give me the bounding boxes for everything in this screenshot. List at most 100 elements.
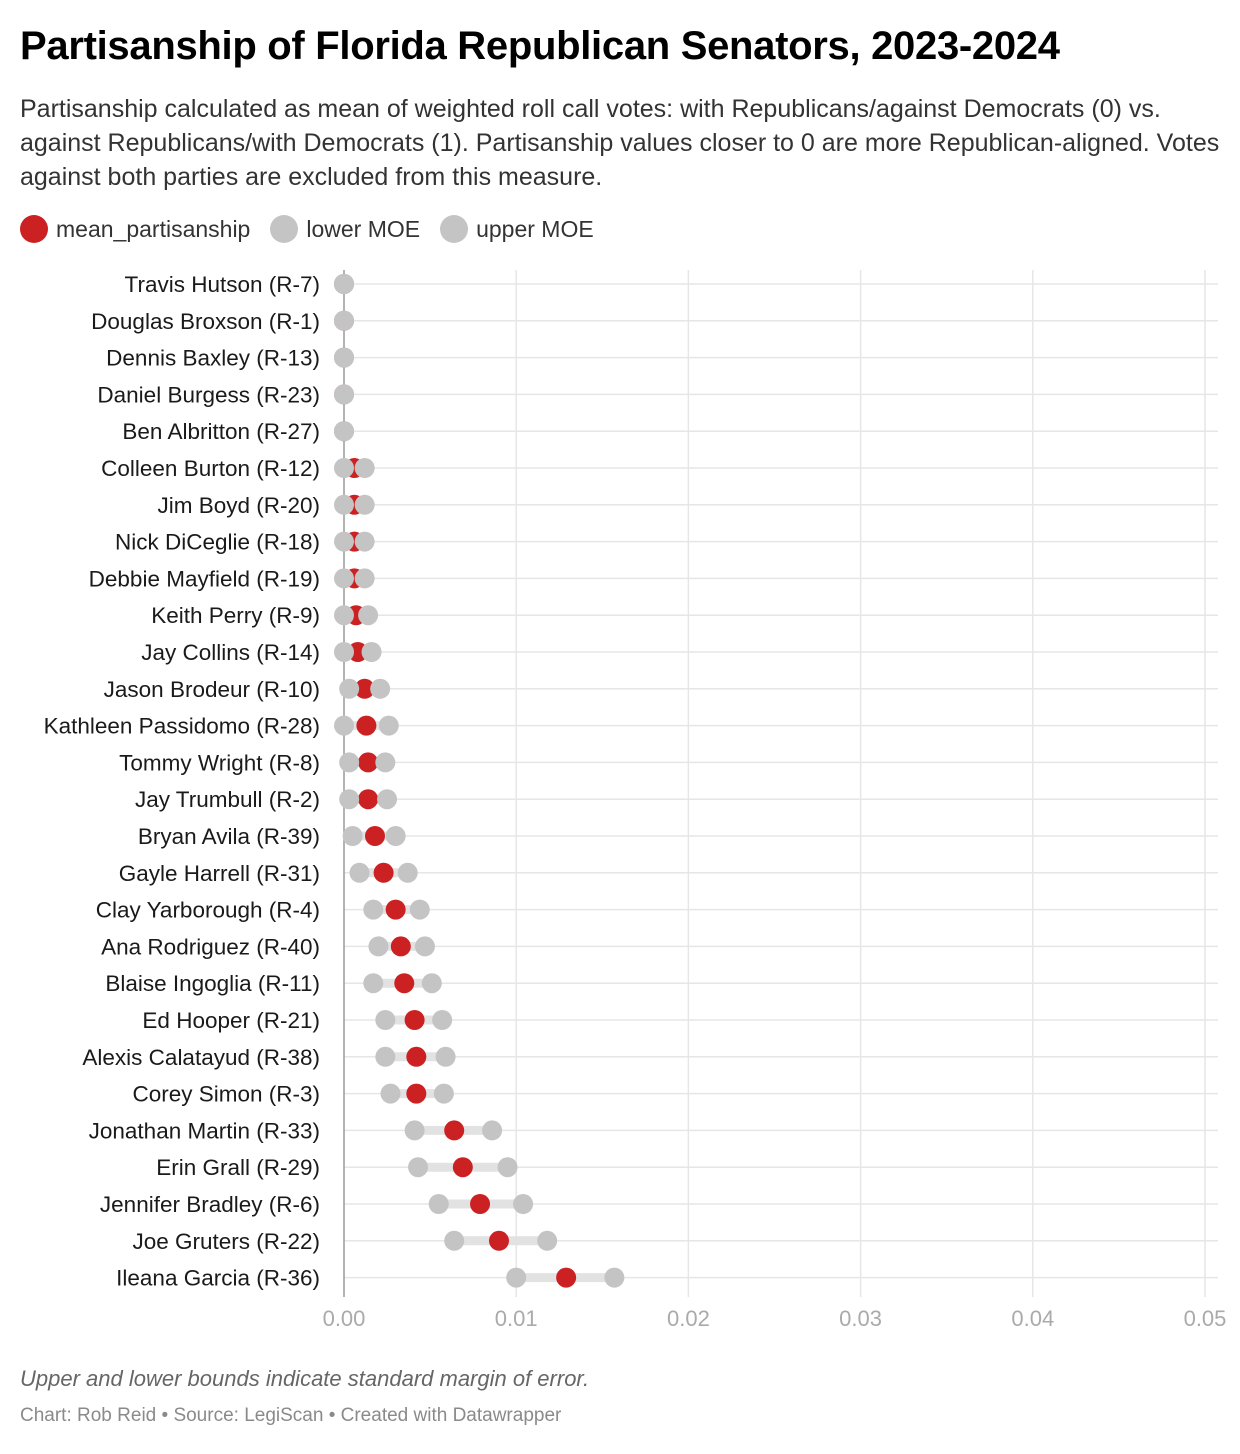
upper-moe-point bbox=[354, 494, 375, 515]
chart-title: Partisanship of Florida Republican Senat… bbox=[20, 24, 1060, 68]
upper-moe-point bbox=[421, 973, 442, 994]
upper-moe-point bbox=[435, 1046, 456, 1067]
lower-moe-point bbox=[375, 1046, 396, 1067]
legend-swatch-upper-moe bbox=[440, 215, 469, 243]
senator-label: Joe Gruters (R-22) bbox=[132, 1229, 320, 1254]
senator-label: Douglas Broxson (R-1) bbox=[91, 309, 320, 334]
upper-moe-point bbox=[397, 862, 418, 883]
lower-moe-point bbox=[334, 494, 354, 515]
upper-moe-point bbox=[513, 1194, 534, 1214]
senator-label: Debbie Mayfield (R-19) bbox=[89, 566, 320, 591]
legend-label-mean: mean_partisanship bbox=[56, 215, 251, 242]
legend-item-upper-moe: upper MOE bbox=[440, 215, 594, 243]
upper-moe-point bbox=[385, 826, 406, 846]
legend-item-lower-moe: lower MOE bbox=[270, 215, 420, 243]
upper-moe-point bbox=[432, 1010, 453, 1030]
senator-label: Blaise Ingoglia (R-11) bbox=[105, 971, 320, 996]
upper-moe-point bbox=[361, 642, 382, 662]
chart-legend: mean_partisanship lower MOE upper MOE bbox=[20, 212, 614, 246]
lower-moe-point bbox=[428, 1194, 449, 1214]
mean-partisanship-point bbox=[406, 1083, 427, 1104]
mean-partisanship-point bbox=[470, 1194, 491, 1214]
mean-partisanship-point bbox=[556, 1267, 577, 1288]
mean-partisanship-point bbox=[373, 862, 394, 883]
upper-moe-point bbox=[370, 678, 391, 699]
x-tick-label: 0.02 bbox=[667, 1306, 710, 1331]
upper-moe-point bbox=[433, 1083, 454, 1104]
senator-label: Jay Trumbull (R-2) bbox=[135, 787, 320, 812]
upper-moe-point bbox=[378, 715, 399, 736]
upper-moe-point bbox=[482, 1120, 503, 1141]
lower-moe-point bbox=[408, 1157, 429, 1178]
lower-moe-point bbox=[339, 752, 360, 773]
senator-label: Jay Collins (R-14) bbox=[141, 640, 320, 665]
legend-swatch-mean bbox=[20, 215, 48, 243]
mean-partisanship-point bbox=[404, 1010, 425, 1030]
lower-moe-point bbox=[339, 678, 360, 699]
senator-label: Keith Perry (R-9) bbox=[151, 603, 320, 628]
senator-label: Tommy Wright (R-8) bbox=[119, 750, 320, 775]
senator-label: Kathleen Passidomo (R-28) bbox=[44, 714, 320, 739]
upper-moe-point bbox=[334, 347, 354, 368]
mean-partisanship-point bbox=[390, 936, 411, 957]
mean-partisanship-point bbox=[347, 642, 368, 662]
lower-moe-point bbox=[334, 642, 354, 662]
lower-moe-point bbox=[506, 1267, 527, 1288]
x-tick-label: 0.04 bbox=[1011, 1306, 1054, 1331]
senator-label: Jason Brodeur (R-10) bbox=[104, 677, 320, 702]
mean-partisanship-point bbox=[406, 1046, 427, 1067]
senator-label: Jonathan Martin (R-33) bbox=[89, 1118, 320, 1143]
x-tick-label: 0.01 bbox=[495, 1306, 538, 1331]
senator-label: Jennifer Bradley (R-6) bbox=[100, 1192, 320, 1217]
upper-moe-point bbox=[334, 274, 354, 294]
mean-partisanship-point bbox=[444, 1120, 465, 1141]
senator-label: Dennis Baxley (R-13) bbox=[106, 346, 320, 371]
mean-partisanship-point bbox=[358, 752, 379, 773]
mean-partisanship-point bbox=[358, 789, 379, 810]
upper-moe-point bbox=[414, 936, 435, 957]
lower-moe-point bbox=[380, 1083, 401, 1104]
mean-partisanship-point bbox=[452, 1157, 473, 1178]
lower-moe-point bbox=[334, 531, 354, 552]
senator-label: Ed Hooper (R-21) bbox=[142, 1008, 320, 1033]
upper-moe-point bbox=[497, 1157, 518, 1178]
lower-moe-point bbox=[334, 605, 354, 626]
mean-partisanship-point bbox=[385, 899, 406, 920]
mean-partisanship-point bbox=[356, 715, 377, 736]
mean-partisanship-point bbox=[354, 678, 375, 699]
senator-label: Daniel Burgess (R-23) bbox=[97, 382, 320, 407]
legend-item-mean: mean_partisanship bbox=[20, 215, 250, 243]
senator-label: Nick DiCeglie (R-18) bbox=[115, 530, 320, 555]
lower-moe-point bbox=[334, 568, 354, 589]
senator-label: Colleen Burton (R-12) bbox=[101, 456, 320, 481]
lower-moe-point bbox=[404, 1120, 425, 1141]
legend-swatch-lower-moe bbox=[270, 215, 299, 243]
upper-moe-point bbox=[604, 1267, 625, 1288]
chart-byline: Chart: Rob Reid • Source: LegiScan • Cre… bbox=[20, 1405, 562, 1426]
senator-label: Corey Simon (R-3) bbox=[132, 1082, 320, 1107]
lower-moe-point bbox=[339, 789, 360, 810]
senator-label: Gayle Harrell (R-31) bbox=[119, 861, 320, 886]
senator-label: Ana Rodriguez (R-40) bbox=[101, 934, 320, 959]
upper-moe-point bbox=[354, 568, 375, 589]
upper-moe-point bbox=[409, 899, 430, 920]
upper-moe-point bbox=[334, 310, 354, 331]
lower-moe-point bbox=[334, 715, 354, 736]
upper-moe-point bbox=[358, 605, 379, 626]
chart-subtitle: Partisanship calculated as mean of weigh… bbox=[20, 95, 1220, 191]
lower-moe-point bbox=[375, 1010, 396, 1030]
senator-label: Jim Boyd (R-20) bbox=[157, 493, 320, 518]
x-tick-label: 0.05 bbox=[1184, 1306, 1227, 1331]
upper-moe-point bbox=[537, 1230, 558, 1251]
x-tick-label: 0.00 bbox=[323, 1306, 366, 1331]
senator-label: Travis Hutson (R-7) bbox=[125, 272, 320, 297]
senator-label: Alexis Calatayud (R-38) bbox=[82, 1045, 320, 1070]
upper-moe-point bbox=[375, 752, 396, 773]
mean-partisanship-point bbox=[394, 973, 415, 994]
upper-moe-point bbox=[334, 384, 354, 405]
senator-label: Bryan Avila (R-39) bbox=[138, 824, 320, 849]
lower-moe-point bbox=[368, 936, 389, 957]
upper-moe-point bbox=[334, 421, 354, 442]
lower-moe-point bbox=[342, 826, 363, 846]
